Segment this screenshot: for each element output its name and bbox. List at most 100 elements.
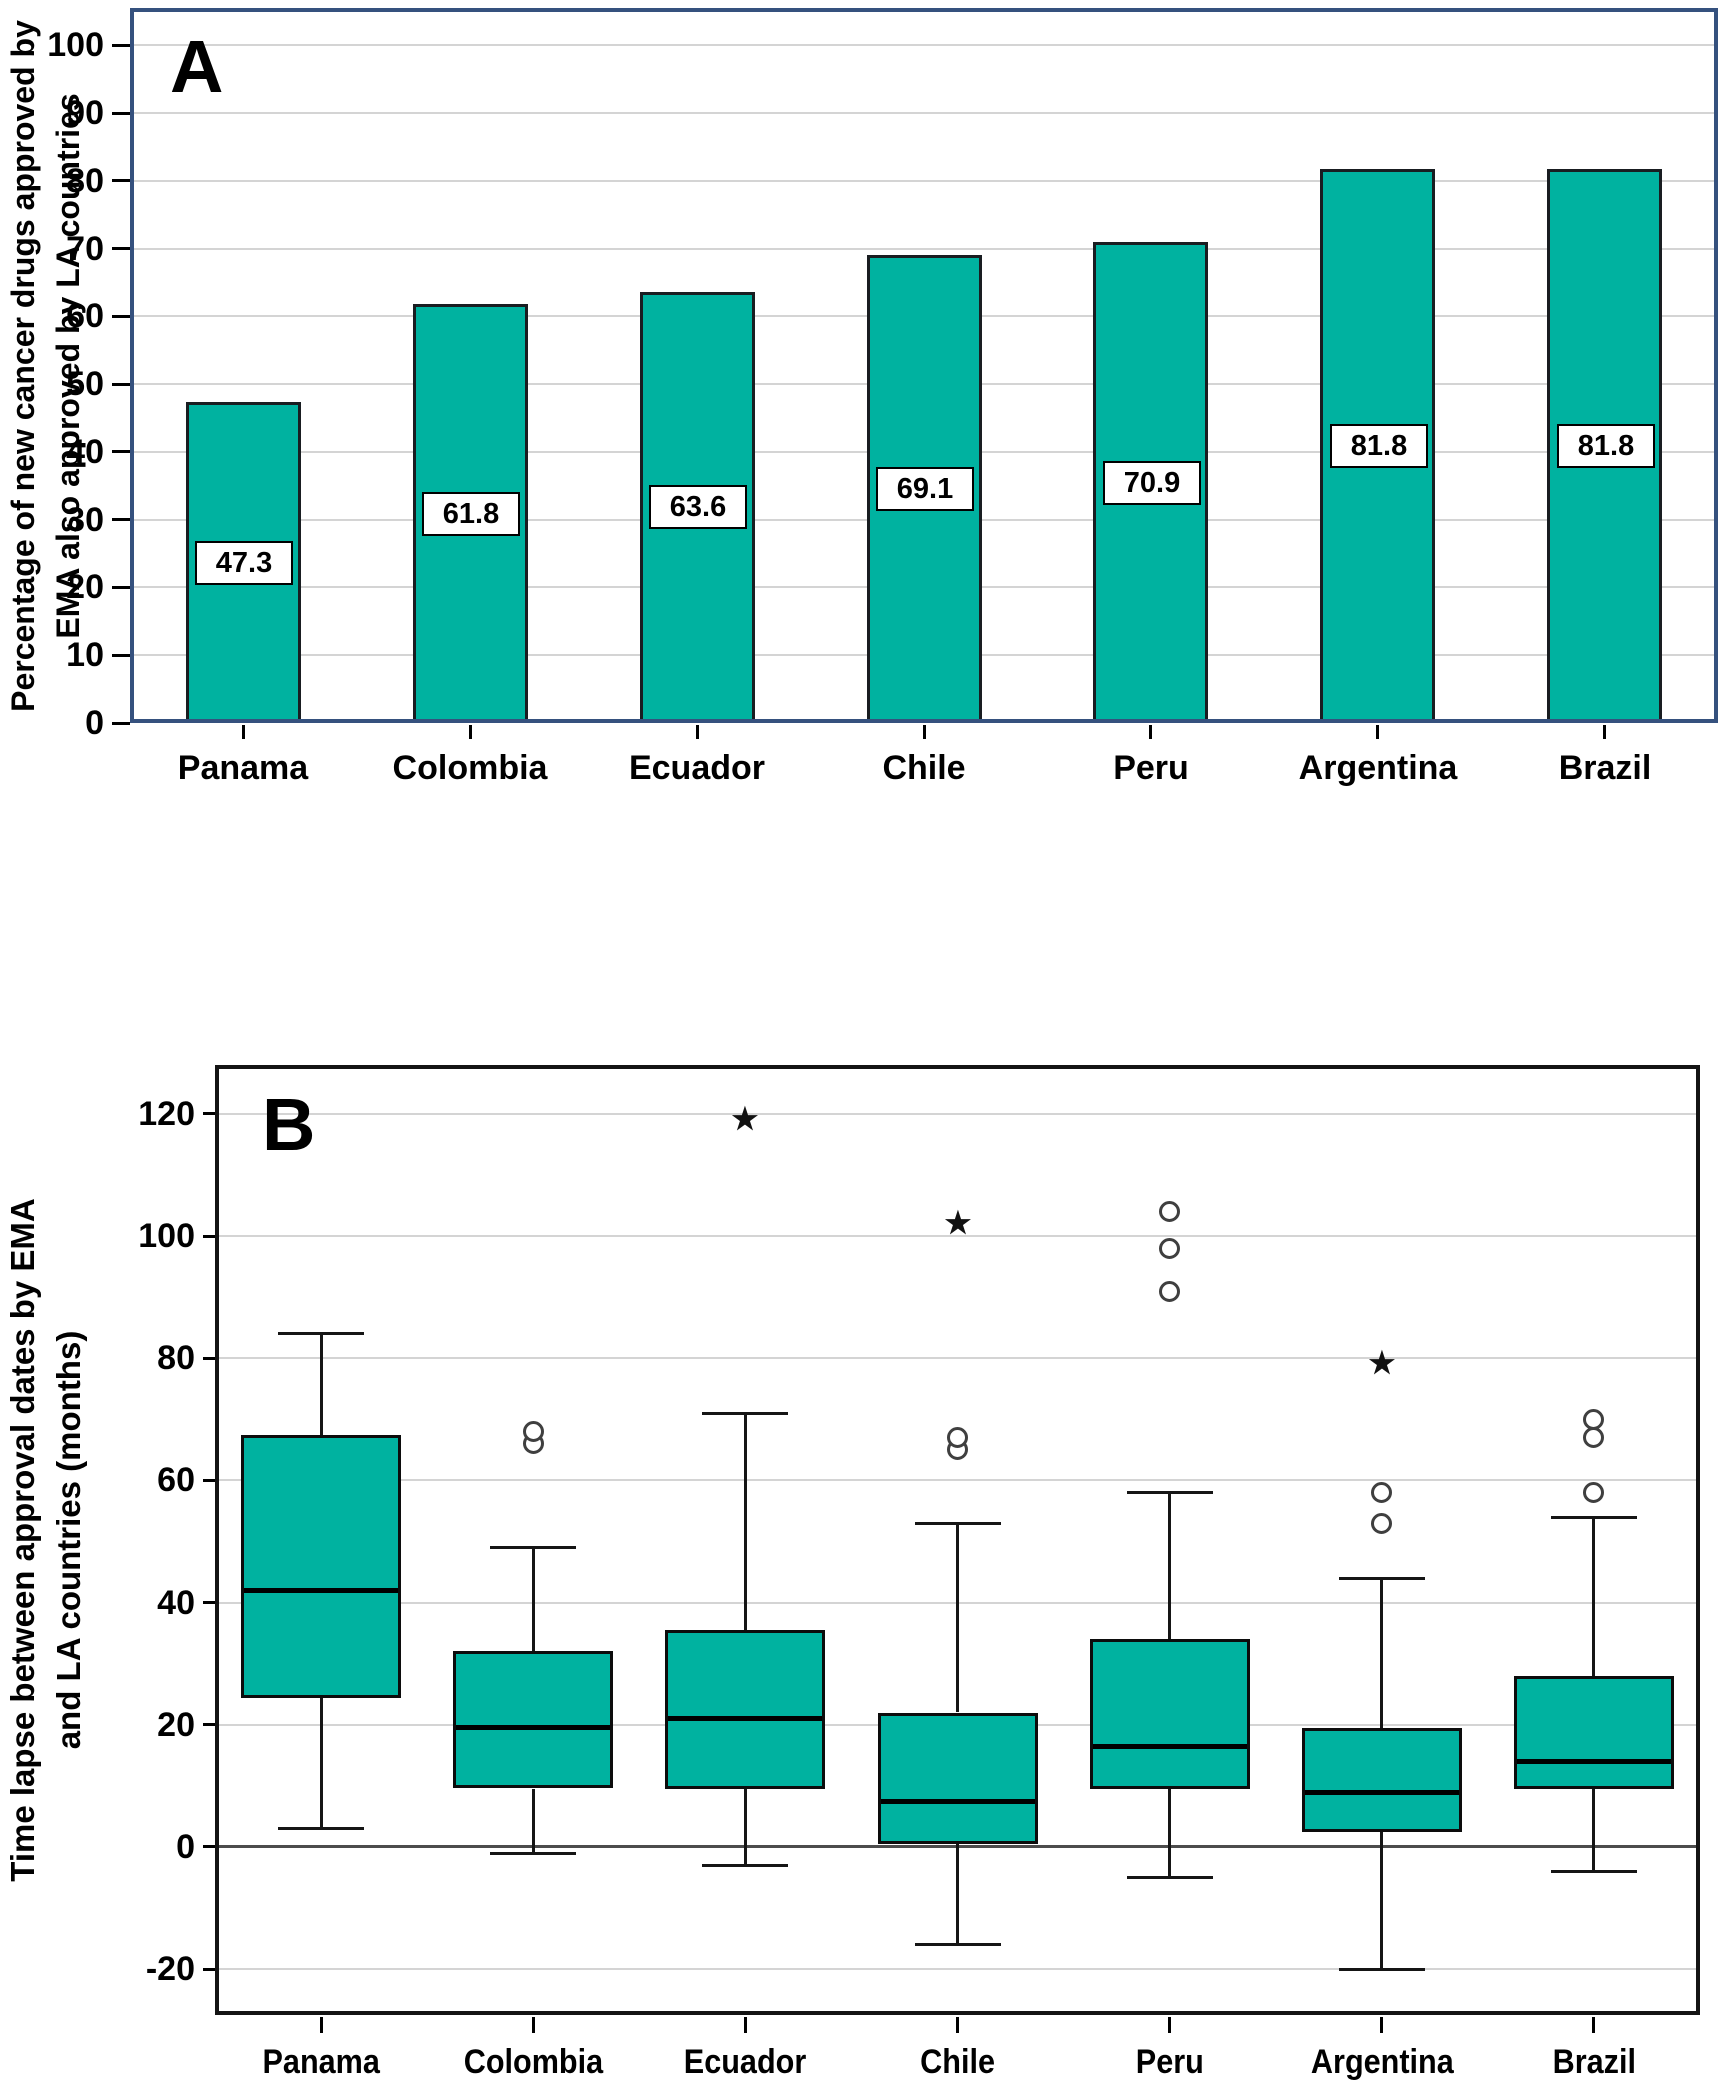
x-axis-label-text-peru: Peru: [1135, 2043, 1205, 2080]
gridline: [134, 112, 1714, 114]
panel-b-y-axis-title-line2: and LA countries (months): [50, 1330, 87, 1750]
median-line-chile: [881, 1799, 1035, 1804]
whisker-cap-low-brazil: [1551, 1870, 1637, 1873]
panel-a-letter: A: [170, 25, 224, 108]
outlier-circle-peru: [1159, 1238, 1180, 1259]
median-line-ecuador: [668, 1716, 822, 1721]
x-axis-label-chile: Chile: [882, 749, 966, 787]
y-axis-tick: [203, 1357, 215, 1360]
y-axis-tick-label: 80: [157, 1339, 195, 1377]
whisker-lower-ecuador: [744, 1789, 747, 1865]
gridline: [219, 1113, 1696, 1115]
boxplot-box-panama: [241, 1435, 401, 1698]
outlier-star-argentina: ★: [1368, 1347, 1396, 1380]
whisker-cap-low-colombia: [490, 1852, 576, 1855]
whisker-upper-ecuador: [744, 1413, 747, 1630]
outlier-circle-brazil: [1583, 1409, 1604, 1430]
x-axis-label-text-ecuador: Ecuador: [683, 2043, 807, 2080]
y-axis-tick: [112, 450, 130, 453]
whisker-cap-low-chile: [915, 1943, 1001, 1946]
boxplot-box-argentina: [1302, 1728, 1462, 1832]
y-axis-tick-label: 50: [66, 365, 104, 403]
median-line-panama: [244, 1588, 398, 1593]
panel-b-y-axis-title: Time lapse between approval dates by EMA…: [0, 1198, 92, 1881]
bar-value-label-panama: 47.3: [195, 541, 293, 585]
x-axis-label-text-chile: Chile: [920, 2043, 996, 2080]
panel-a-y-axis-title-line1: Percentage of new cancer drugs approved …: [5, 20, 41, 712]
gridline: [219, 1968, 1696, 1970]
y-axis-tick: [203, 1845, 215, 1848]
x-axis-label-argentina: Argentina: [1298, 749, 1458, 787]
y-axis-tick-label: 20: [66, 568, 104, 606]
y-axis-tick-label: 30: [66, 501, 104, 539]
gridline: [219, 1479, 1696, 1481]
bar-value-label-peru: 70.9: [1103, 461, 1201, 505]
x-axis-tick: [744, 2017, 747, 2033]
whisker-cap-low-argentina: [1339, 1968, 1425, 1971]
y-axis-tick-label: 100: [47, 26, 104, 64]
x-axis-label-colombia: Colombia: [392, 749, 548, 787]
x-axis-tick: [1603, 725, 1606, 739]
y-axis-tick-label: 60: [66, 297, 104, 335]
bar-value-label-argentina: 81.8: [1330, 424, 1428, 468]
y-axis-tick: [203, 1235, 215, 1238]
whisker-cap-high-ecuador: [702, 1412, 788, 1415]
x-axis-label-text-argentina: Argentina: [1310, 2043, 1454, 2080]
whisker-lower-panama: [320, 1697, 323, 1828]
x-axis-label-text-brazil: Brazil: [1552, 2043, 1636, 2080]
y-axis-tick-label: -20: [145, 1950, 195, 1988]
panel-a-y-axis-title: Percentage of new cancer drugs approved …: [1, 20, 91, 712]
y-axis-tick: [203, 1723, 215, 1726]
x-axis-label-brazil: Brazil: [1464, 2043, 1724, 2080]
gridline: [219, 1235, 1696, 1237]
whisker-cap-high-argentina: [1339, 1577, 1425, 1580]
boxplot-box-brazil: [1514, 1676, 1674, 1789]
y-axis-tick: [203, 1112, 215, 1115]
panel-b-letter: B: [262, 1083, 316, 1166]
x-axis-tick: [1380, 2017, 1383, 2033]
median-line-colombia: [456, 1725, 610, 1730]
outlier-circle-chile: [947, 1427, 968, 1448]
gridline: [134, 44, 1714, 46]
y-axis-tick-label: 0: [176, 1828, 195, 1866]
y-axis-tick-label: 120: [138, 1095, 195, 1133]
x-axis-label-text-panama: Panama: [262, 2043, 380, 2080]
gridline: [134, 248, 1714, 250]
outlier-circle-colombia: [523, 1421, 544, 1442]
y-axis-tick-label: 100: [138, 1217, 195, 1255]
whisker-cap-low-ecuador: [702, 1864, 788, 1867]
y-axis-tick: [112, 44, 130, 47]
whisker-lower-brazil: [1592, 1789, 1595, 1871]
median-line-peru: [1093, 1744, 1247, 1749]
whisker-cap-high-brazil: [1551, 1516, 1637, 1519]
x-axis-label-argentina: Argentina: [1252, 2043, 1512, 2080]
x-axis-tick: [1149, 725, 1152, 739]
whisker-upper-brazil: [1592, 1517, 1595, 1676]
y-axis-tick: [112, 586, 130, 589]
y-axis-tick-label: 20: [157, 1706, 195, 1744]
x-axis-label-panama: Panama: [177, 749, 309, 787]
y-axis-tick: [112, 179, 130, 182]
bar-value-label-colombia: 61.8: [422, 492, 520, 536]
bar-value-label-ecuador: 63.6: [649, 485, 747, 529]
y-axis-tick-label: 90: [66, 94, 104, 132]
x-axis-label-chile: Chile: [828, 2043, 1088, 2080]
median-line-argentina: [1305, 1790, 1459, 1795]
y-axis-tick: [112, 247, 130, 250]
whisker-lower-argentina: [1380, 1832, 1383, 1969]
outlier-circle-peru: [1159, 1281, 1180, 1302]
y-axis-tick-label: 70: [66, 230, 104, 268]
x-axis-tick: [1376, 725, 1379, 739]
whisker-upper-chile: [956, 1523, 959, 1712]
x-axis-label-panama: Panama: [191, 2043, 451, 2080]
panel-a-y-axis-title-line2: EMA also approved by LA countries: [50, 93, 86, 639]
gridline: [134, 180, 1714, 182]
bar-value-label-chile: 69.1: [876, 467, 974, 511]
y-axis-tick: [112, 518, 130, 521]
x-axis-tick: [242, 725, 245, 739]
whisker-upper-panama: [320, 1334, 323, 1435]
whisker-cap-low-panama: [278, 1827, 364, 1830]
x-axis-tick: [469, 725, 472, 739]
y-axis-tick: [112, 315, 130, 318]
x-axis-tick: [1592, 2017, 1595, 2033]
